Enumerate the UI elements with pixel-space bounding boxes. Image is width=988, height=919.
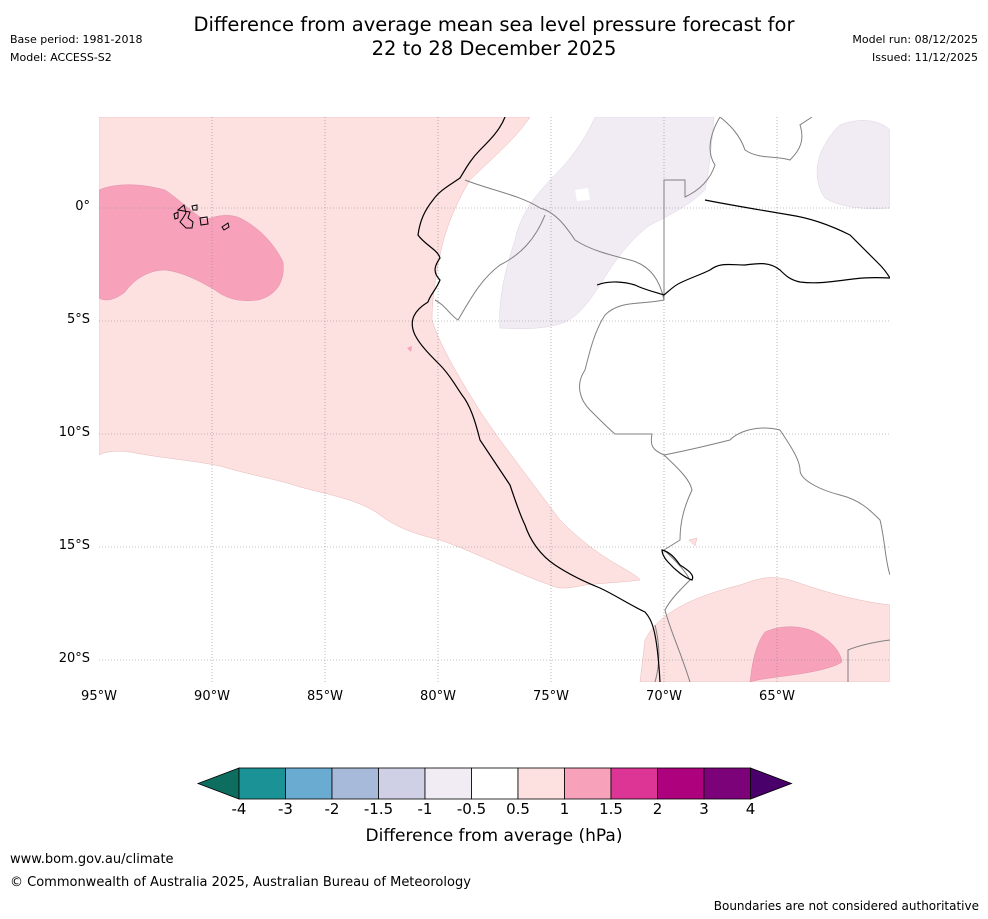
coastlines — [411, 117, 890, 682]
colorbar-segment — [378, 767, 426, 800]
island-san-cristobal — [221, 222, 230, 231]
border-colombia-venezuela — [663, 117, 721, 300]
anomaly-spot-coast — [407, 346, 412, 352]
colorbar-segment — [610, 767, 658, 800]
lon-label-80w: 80°W — [420, 689, 456, 704]
anomaly-core-pacific — [99, 184, 284, 301]
colorbar-tick: 4 — [745, 800, 756, 818]
galapagos-islands — [173, 204, 230, 231]
border-bolivia-argentina — [847, 639, 890, 682]
colorbar-tick: 1.5 — [599, 800, 623, 818]
colorbar-tick: -4 — [231, 800, 247, 818]
colorbar-segment — [471, 767, 519, 800]
colorbar-tick: -2 — [324, 800, 340, 818]
anomaly-area-amazon-negative — [499, 117, 715, 329]
border-ecuador-peru — [434, 214, 546, 321]
model-name: Model: ACCESS-S2 — [10, 51, 112, 64]
coastline-caribbean — [596, 262, 890, 296]
colorbar — [196, 767, 793, 800]
colorbar-tick: 1 — [559, 800, 570, 818]
colorbar-tick: -3 — [278, 800, 293, 818]
anomaly-area-small-spot — [688, 537, 698, 547]
border-chile-bolivia — [654, 624, 660, 682]
coastline-pacific-south-america — [411, 117, 661, 682]
colorbar-tick: -1.5 — [363, 800, 394, 818]
colorbar-segment — [238, 767, 286, 800]
anomaly-area-northeast-negative — [816, 120, 890, 209]
colorbar-label: Difference from average (hPa) — [365, 826, 623, 846]
colorbar-tick: 2 — [652, 800, 663, 818]
title-line-2: 22 to 28 December 2025 — [371, 37, 617, 60]
anomaly-hole-white — [575, 188, 590, 201]
colorbar-tick: 3 — [699, 800, 709, 818]
footer-disclaimer: Boundaries are not considered authoritat… — [713, 899, 979, 913]
colorbar-segment — [657, 767, 705, 800]
island-santa-cruz — [199, 216, 209, 226]
lon-label-95w: 95°W — [81, 689, 117, 704]
meta-right: Model run: 08/12/2025 Issued: 11/12/2025 — [852, 31, 978, 67]
lon-label-70w: 70°W — [646, 689, 682, 704]
gridlines — [99, 117, 890, 682]
colorbar-segment — [517, 767, 565, 800]
lon-label-75w: 75°W — [533, 689, 569, 704]
title-line-1: Difference from average mean sea level p… — [193, 13, 795, 36]
lat-label-20s: 20°S — [58, 651, 90, 666]
colorbar-extension-high — [750, 767, 793, 800]
base-period: Base period: 1981-2018 — [10, 33, 143, 46]
colorbar-extension-low — [196, 767, 240, 800]
lat-label-0: 0° — [75, 199, 90, 214]
border-brazil-bolivia — [663, 427, 890, 576]
colorbar-segment — [703, 767, 751, 800]
lon-label-85w: 85°W — [307, 689, 343, 704]
lat-label-10s: 10°S — [58, 425, 90, 440]
footer-copyright: © Commonwealth of Australia 2025, Austra… — [10, 875, 471, 890]
coastline-north — [704, 199, 890, 279]
model-run: Model run: 08/12/2025 — [852, 33, 978, 46]
meta-left: Base period: 1981-2018 Model: ACCESS-S2 — [10, 31, 142, 67]
island-isabela — [176, 204, 194, 229]
lat-label-5s: 5°S — [66, 312, 90, 327]
lat-label-15s: 15°S — [58, 538, 90, 553]
footer-url: www.bom.gov.au/climate — [10, 852, 174, 867]
colorbar-segment — [564, 767, 612, 800]
colorbar-tick: 0.5 — [506, 800, 530, 818]
island-fernandina — [173, 211, 179, 220]
colorbar-tick: -1 — [417, 800, 433, 818]
border-peru-bolivia — [663, 549, 691, 682]
border-peru-brazil — [579, 299, 693, 551]
lake-titicaca — [661, 549, 694, 581]
colorbar-segment — [331, 767, 379, 800]
island-santiago — [191, 204, 198, 211]
colorbar-tick: -0.5 — [456, 800, 487, 818]
border-venezuela-brazil — [719, 117, 813, 161]
anomaly-core-bolivia — [749, 626, 843, 682]
border-colombia-peru — [464, 179, 665, 301]
colorbar-segment — [424, 767, 472, 800]
issued-date: Issued: 11/12/2025 — [871, 51, 978, 64]
lon-label-65w: 65°W — [759, 689, 795, 704]
chart-title: Difference from average mean sea level p… — [0, 13, 988, 61]
lon-label-90w: 90°W — [194, 689, 230, 704]
country-borders — [434, 117, 890, 682]
colorbar-segment — [285, 767, 333, 800]
